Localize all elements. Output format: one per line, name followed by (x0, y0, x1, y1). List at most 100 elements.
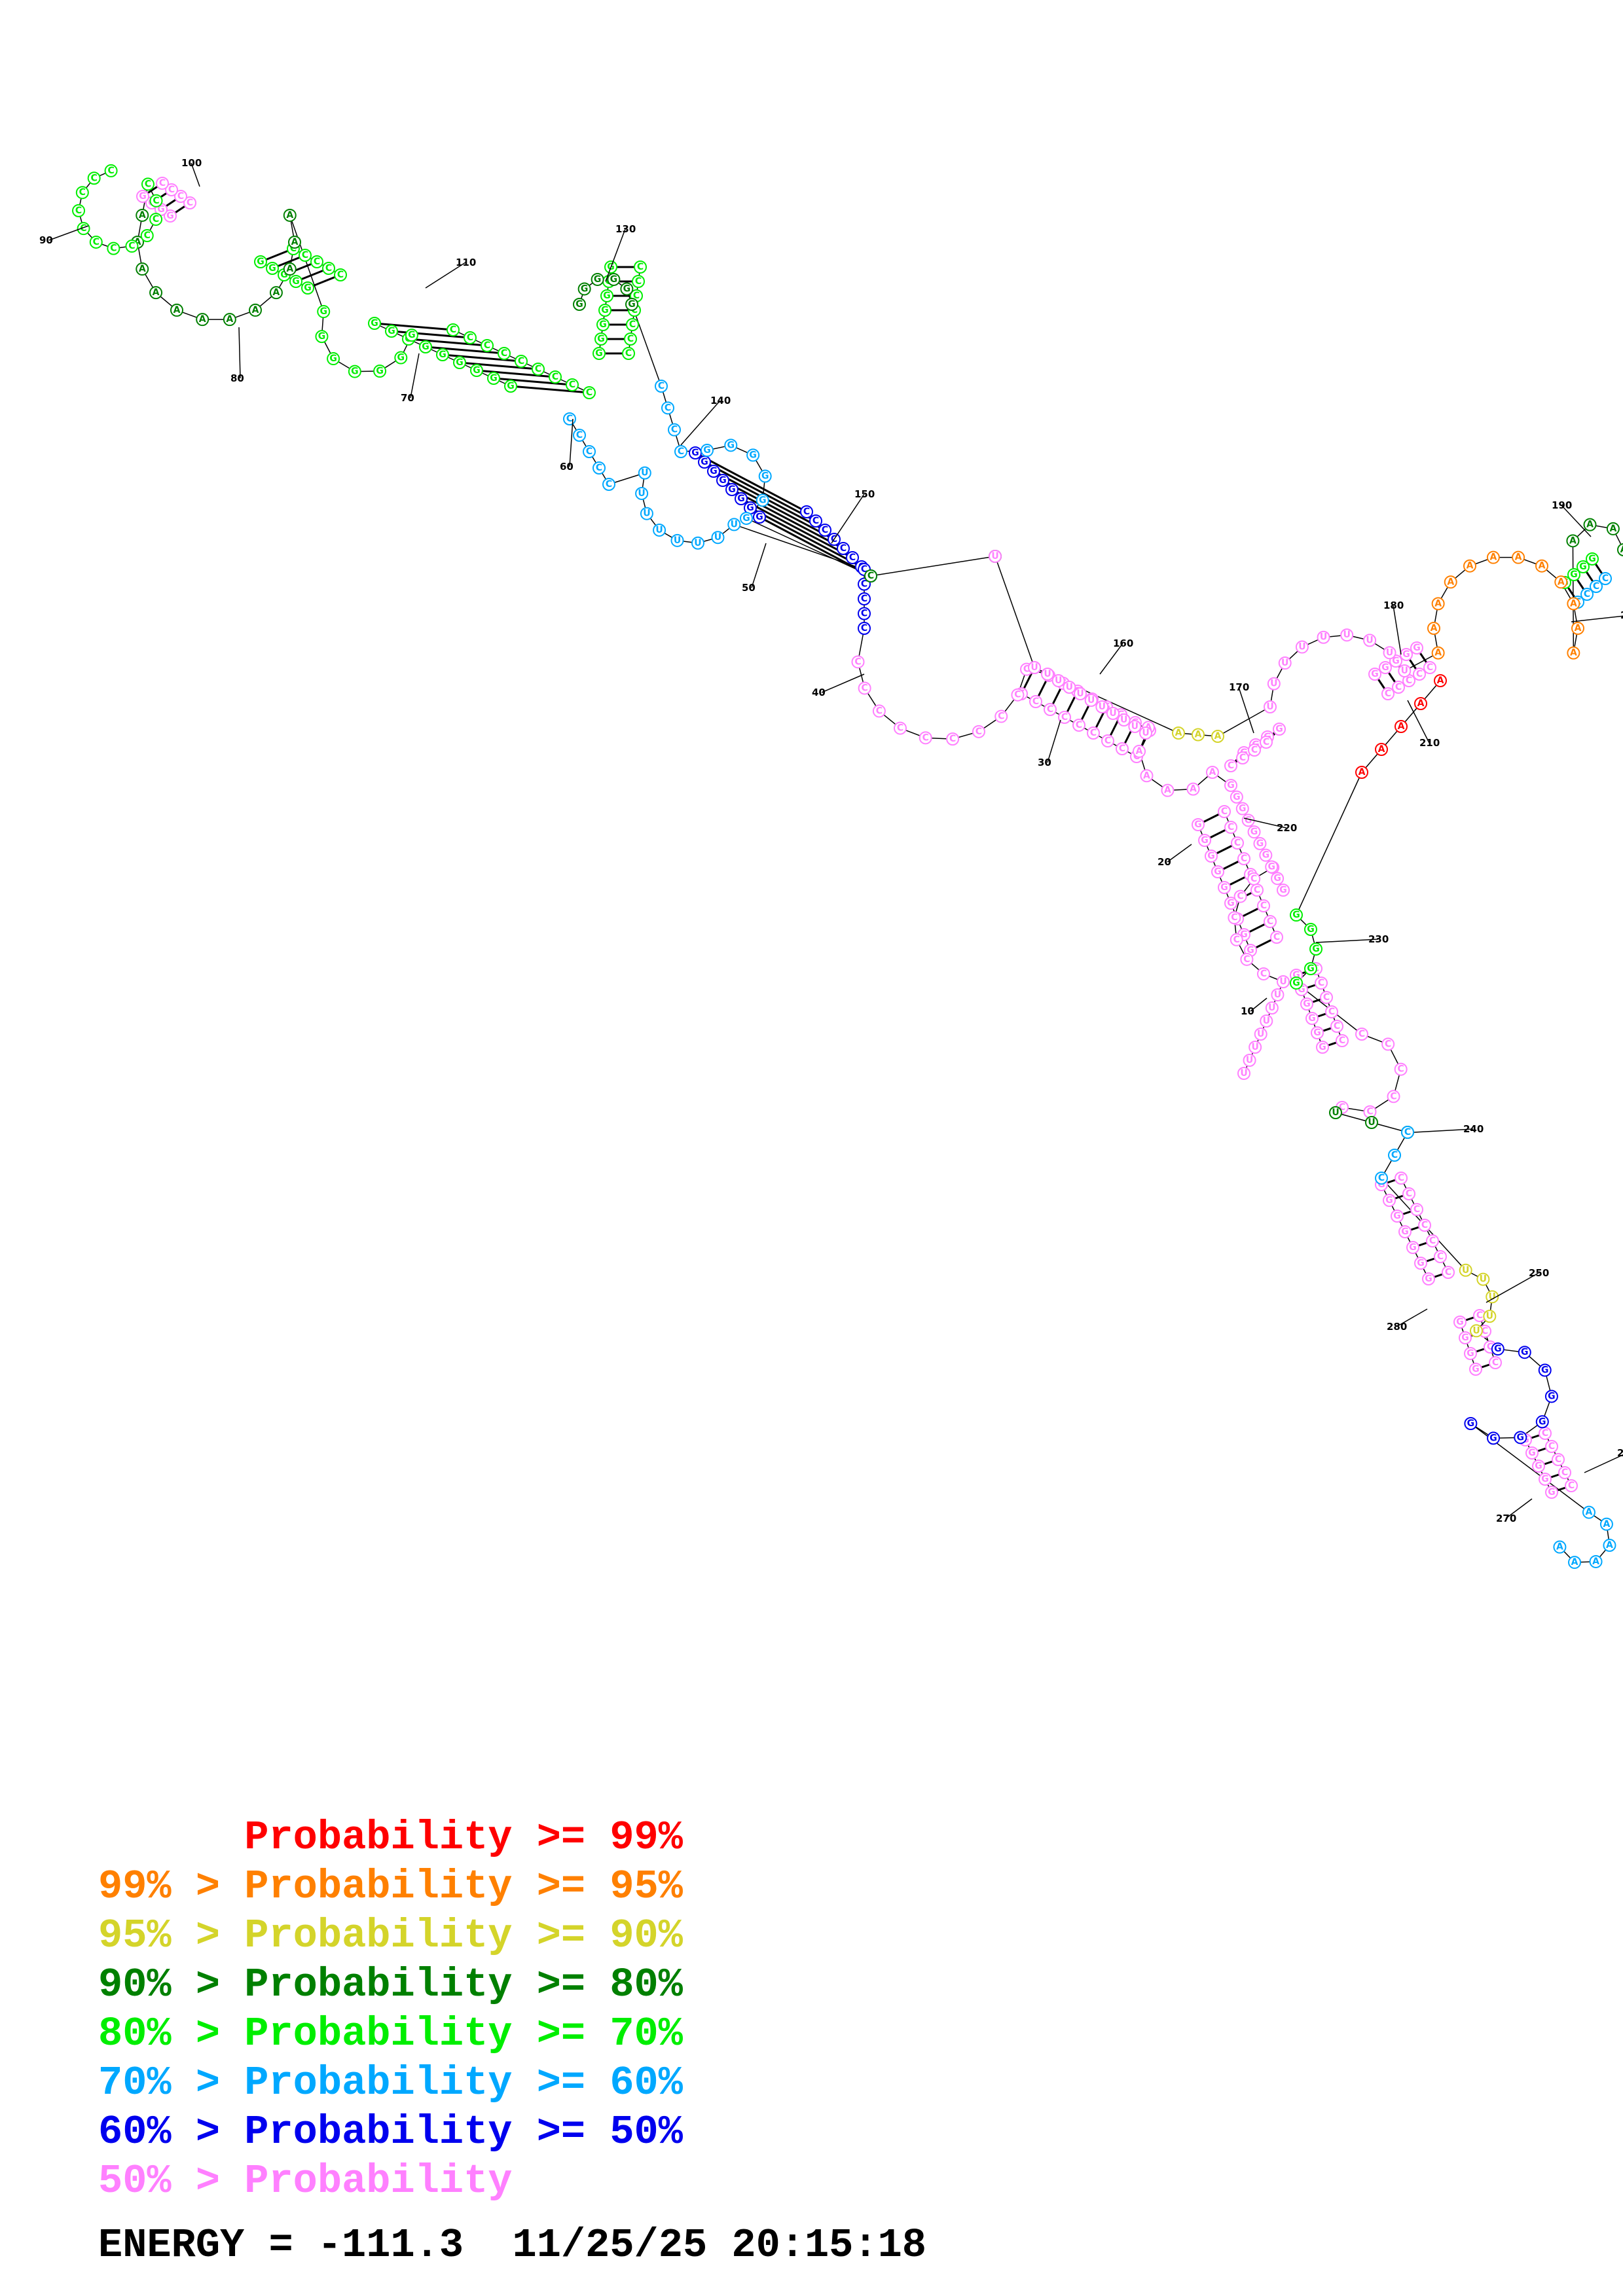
nucleotide: C (1336, 1034, 1349, 1047)
nucleotide: C (1011, 688, 1025, 702)
nucleotide: G (254, 255, 267, 268)
base-pair-bond (493, 377, 573, 386)
nucleotide: A (1414, 697, 1427, 710)
svg-text:G: G (728, 484, 736, 495)
position-label: 20 (1620, 609, 1623, 621)
svg-text:G: G (1385, 1195, 1393, 1206)
legend-prefix: 95% > (98, 1912, 245, 1959)
svg-text:C: C (633, 291, 640, 301)
svg-text:C: C (1542, 1428, 1548, 1439)
base-pair-bond (704, 461, 816, 522)
svg-text:A: A (1586, 520, 1594, 530)
nucleotide: A (1161, 783, 1175, 797)
nucleotide: A (223, 313, 236, 327)
nucleotide: G (740, 511, 753, 525)
nucleotide: A (1140, 769, 1154, 783)
nucleotide: G (1539, 1473, 1552, 1486)
svg-text:G: G (1247, 945, 1254, 956)
nucleotide: A (136, 262, 149, 276)
svg-text:C: C (1390, 1091, 1396, 1102)
svg-text:C: C (128, 241, 135, 251)
nucleotide: A (1463, 559, 1476, 573)
nucleotide: C (156, 177, 169, 190)
svg-text:G: G (166, 211, 174, 221)
nucleotide: G (620, 282, 634, 296)
svg-text:U: U (1366, 635, 1373, 645)
svg-text:G: G (719, 475, 727, 486)
nucleotide: G (1368, 668, 1381, 681)
position-label: 60 (560, 461, 574, 473)
position-tick (48, 225, 89, 241)
svg-text:C: C (1104, 736, 1111, 746)
svg-text:G: G (759, 495, 767, 505)
nucleotide: G (1535, 1415, 1549, 1429)
nucleotide: G (368, 317, 381, 330)
svg-text:G: G (1220, 882, 1228, 893)
svg-text:U: U (1066, 682, 1073, 692)
nucleotide: A (1617, 543, 1623, 556)
svg-text:A: A (226, 314, 233, 325)
svg-text:C: C (576, 430, 583, 440)
nucleotide: C (1552, 1453, 1565, 1466)
svg-text:U: U (714, 532, 721, 543)
nucleotide: A (1172, 726, 1185, 740)
svg-text:G: G (1517, 1432, 1525, 1443)
svg-text:A: A (1437, 675, 1444, 686)
position-label: 190 (1552, 499, 1572, 511)
backbone-segment (289, 215, 324, 312)
nucleotide: A (1431, 646, 1445, 660)
svg-text:A: A (1558, 577, 1565, 587)
nucleotide: A (196, 313, 210, 327)
nucleotide: A (1568, 1556, 1582, 1570)
svg-text:A: A (1143, 770, 1150, 781)
nucleotide: G (746, 448, 760, 462)
nucleotide: U (1278, 656, 1292, 670)
svg-text:G: G (1194, 819, 1202, 830)
nucleotide: G (716, 474, 729, 487)
nucleotide: C (573, 429, 586, 442)
svg-text:U: U (1368, 1117, 1375, 1128)
nucleotide: A (149, 286, 163, 300)
position-tick (1393, 605, 1402, 655)
svg-text:C: C (1421, 1220, 1428, 1230)
svg-text:G: G (1227, 780, 1235, 791)
nucleotide: C (668, 423, 681, 437)
svg-text:G: G (727, 440, 735, 450)
nucleotide: G (394, 351, 408, 365)
position-label: 170 (1229, 681, 1249, 693)
svg-text:G: G (1467, 1418, 1475, 1429)
nucleotide: G (1218, 881, 1231, 894)
nucleotide: C (1257, 967, 1270, 980)
nucleotide: G (577, 282, 591, 296)
position-tick (605, 228, 626, 282)
base-pair-bond (695, 452, 807, 513)
nucleotide: G (1422, 1272, 1435, 1285)
nucleotide: C (299, 249, 312, 262)
backbone (78, 170, 1623, 1563)
svg-text:G: G (749, 450, 757, 460)
svg-text:A: A (1569, 535, 1577, 546)
nucleotides: G C G C G C G C G C G C G C G C G C G C G C G C G C G C G C G C G C G C G C G C… (72, 164, 1623, 1570)
svg-text:C: C (1406, 1189, 1412, 1199)
nucleotide: G (1491, 1342, 1504, 1356)
svg-text:A: A (286, 210, 293, 221)
nucleotide: C (674, 445, 687, 458)
nucleotide: A (1205, 766, 1219, 779)
legend-prefix: 99% > (98, 1863, 245, 1910)
svg-text:C: C (637, 262, 644, 272)
svg-text:G: G (761, 471, 769, 482)
svg-text:A: A (1209, 767, 1216, 778)
svg-text:U: U (1343, 630, 1351, 640)
legend-row: 80% > Probability >= 70% (98, 2009, 683, 2058)
svg-text:U: U (1386, 647, 1393, 658)
position-tick (1396, 1308, 1428, 1327)
svg-text:C: C (187, 198, 193, 208)
nucleotide: A (1486, 550, 1500, 564)
svg-text:U: U (1109, 708, 1116, 719)
svg-text:C: C (854, 656, 861, 667)
svg-text:C: C (1584, 589, 1590, 600)
base-pair-bond (731, 488, 844, 550)
nucleotide: A (1375, 743, 1388, 756)
nucleotide: G (1464, 1347, 1477, 1360)
